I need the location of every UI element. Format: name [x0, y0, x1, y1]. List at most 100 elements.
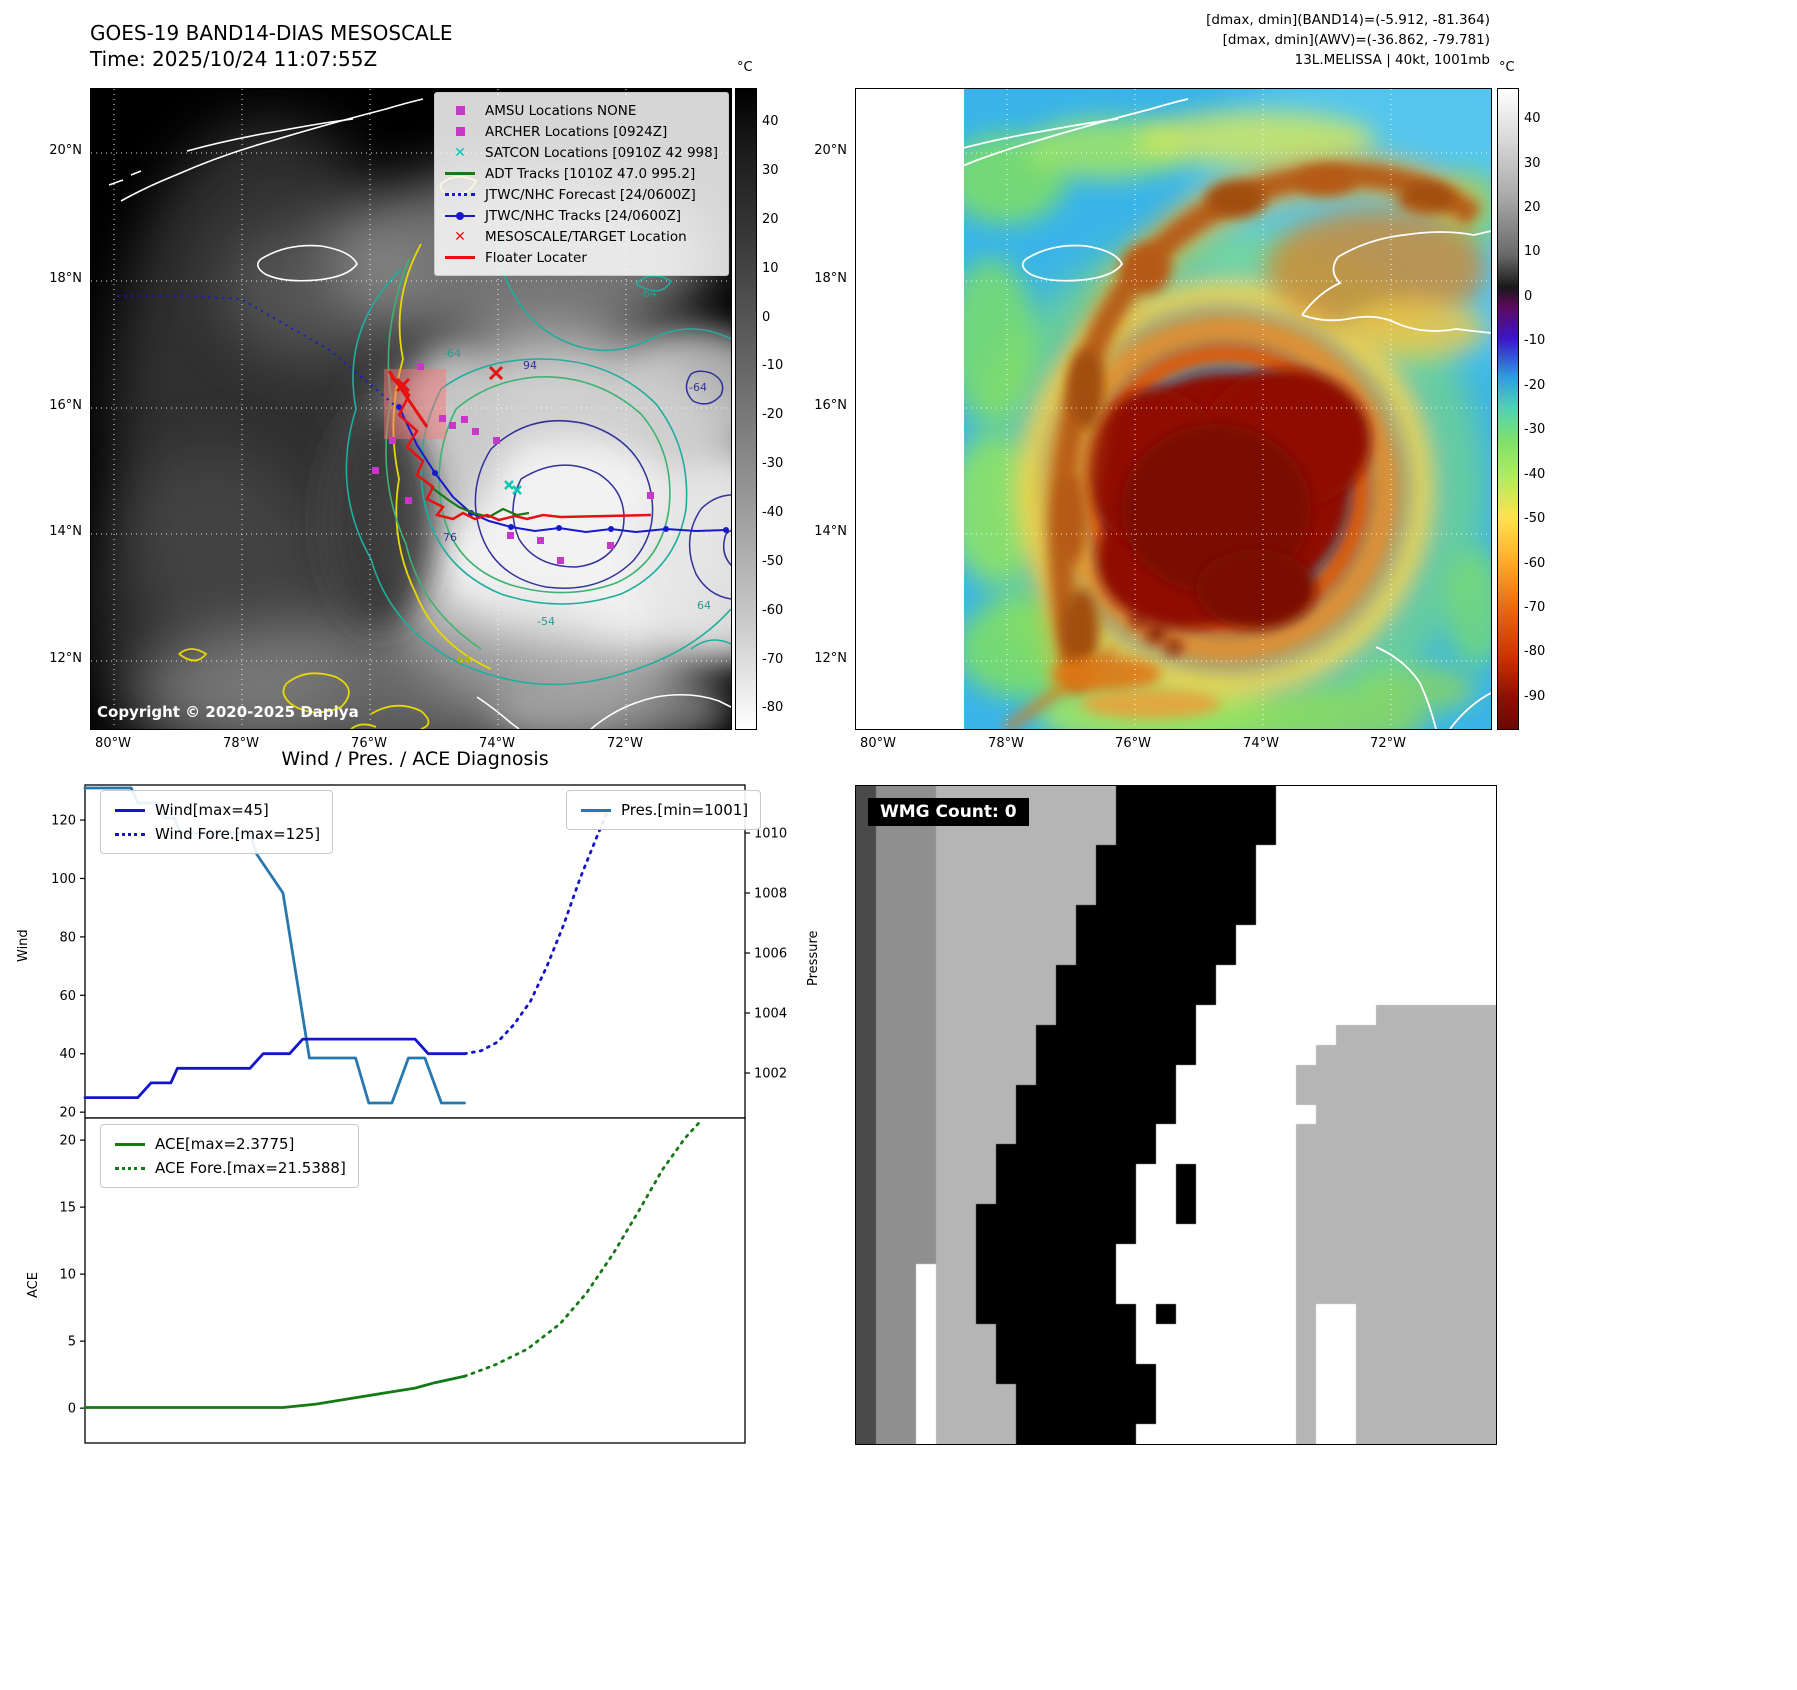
- map-legend-row: AMSU Locations NONE: [443, 100, 718, 121]
- map-legend-marker: [443, 256, 477, 259]
- dotted-line-marker-icon: [445, 193, 475, 196]
- coastlines: [885, 98, 1491, 729]
- series-wind-max-45-: [83, 1037, 466, 1100]
- wind-tick-label: 20: [59, 1106, 76, 1121]
- ace-tick-label: 5: [68, 1335, 76, 1350]
- pressure-tick-label: 1004: [754, 1007, 787, 1022]
- map-legend: AMSU Locations NONE ARCHER Locations [092…: [434, 92, 729, 276]
- right-lon-tick: 80°W: [860, 736, 896, 751]
- right-lon-tick: 74°W: [1243, 736, 1279, 751]
- left-lon-tick: 78°W: [223, 736, 259, 751]
- map-legend-label: Floater Locater: [485, 249, 587, 266]
- pressure-legend: Pres.[min=1001]: [566, 790, 762, 830]
- awv-dmax-dmin: [dmax, dmin](AWV)=(-36.862, -79.781): [1222, 32, 1490, 48]
- jtwc-track: [396, 404, 729, 534]
- right-lat-tick: 18°N: [814, 271, 847, 286]
- band14-colorbar: [735, 88, 757, 730]
- awv-colorbar-tick: 20: [1524, 200, 1541, 215]
- left-map-subtitle: Time: 2025/10/24 11:07:55Z: [90, 47, 378, 71]
- band14-colorbar-tick: -30: [762, 456, 784, 472]
- awv-map: [855, 88, 1492, 730]
- series-ace-fore-max-21-5388-: [463, 1118, 704, 1378]
- right-map-header: [dmax, dmin](BAND14)=(-5.912, -81.364) […: [1206, 10, 1490, 70]
- awv-colorbar-tick: 40: [1524, 111, 1541, 127]
- contour-value-label: -64: [443, 347, 461, 360]
- map-legend-marker: [443, 106, 477, 115]
- awv-colorbar-tick: 30: [1524, 155, 1541, 171]
- awv-colorbar-tick: -80: [1524, 644, 1546, 660]
- x-marker-icon: ✕: [454, 144, 466, 161]
- floater-track: [387, 370, 652, 522]
- awv-colorbar-tick: 0: [1524, 288, 1533, 304]
- map-legend-row: ADT Tracks [1010Z 47.0 995.2]: [443, 163, 718, 184]
- contour-value-label: -54: [537, 615, 555, 628]
- ace-axis-label: ACE: [26, 1272, 41, 1298]
- series-ace-max-2-3775-: [83, 1374, 466, 1409]
- right-lat-tick: 20°N: [814, 143, 847, 158]
- right-lat-tick: 14°N: [814, 524, 847, 539]
- archer-squares: [372, 363, 654, 564]
- contours-teal: [345, 228, 731, 686]
- adt-track: [430, 486, 530, 519]
- band14-dmax-dmin: [dmax, dmin](BAND14)=(-5.912, -81.364): [1206, 12, 1490, 28]
- map-legend-row: JTWC/NHC Tracks [24/0600Z]: [443, 205, 718, 226]
- square-marker-icon: [455, 106, 465, 115]
- band14-colorbar-tick: 30: [762, 163, 779, 179]
- chart-legend-row: ACE Fore.[max=21.5388]: [113, 1156, 346, 1180]
- contour-labels: -64 -64 -64 94 76 -54 64 64: [443, 287, 711, 666]
- wmg-grid-image: [856, 786, 1496, 1444]
- ace-tick-label: 15: [59, 1201, 76, 1216]
- right-lon-tick: 76°W: [1115, 736, 1151, 751]
- right-lat-tick: 16°N: [814, 398, 847, 413]
- awv-colorbar-tick: -50: [1524, 511, 1546, 527]
- awv-colorbar-tick: 10: [1524, 244, 1541, 260]
- awv-colorbar-tick: -20: [1524, 377, 1546, 393]
- awv-colorbar-tick: -60: [1524, 555, 1546, 571]
- chart-legend-label: ACE Fore.[max=21.5388]: [155, 1159, 346, 1177]
- wind-tick-label: 40: [59, 1047, 76, 1062]
- wind-tick-label: 60: [59, 989, 76, 1004]
- coastlines: [108, 98, 731, 729]
- chart-legend-marker: [113, 832, 147, 836]
- right-lat-tick: 12°N: [814, 651, 847, 666]
- map-legend-label: ADT Tracks [1010Z 47.0 995.2]: [485, 165, 696, 182]
- chart-legend-marker: [113, 1166, 147, 1170]
- band14-colorbar-tick: -40: [762, 505, 784, 521]
- square-marker-icon: [455, 127, 465, 136]
- awv-colorbar: [1497, 88, 1519, 730]
- map-legend-label: JTWC/NHC Forecast [24/0600Z]: [485, 186, 696, 203]
- chart-legend-row: Wind Fore.[max=125]: [113, 822, 320, 846]
- map-legend-row: ✕ MESOSCALE/TARGET Location: [443, 226, 718, 247]
- dotted-line-marker-icon: [115, 1166, 145, 1170]
- band14-colorbar-tick: 10: [762, 260, 779, 276]
- water-vapor-field: [964, 89, 1491, 729]
- contour-value-label: -64: [639, 287, 657, 300]
- awv-colorbar-tick: -90: [1524, 688, 1546, 704]
- chart-legend-marker: [113, 808, 147, 812]
- diagnosis-charts: 20 40 60 80 100 120 1002 1004 1006 1008 1010 0 5 10 15…: [51, 784, 787, 1444]
- awv-colorbar-tick: -30: [1524, 422, 1546, 438]
- contour-value-label: 76: [443, 531, 457, 544]
- map-legend-label: SATCON Locations [0910Z 42 998]: [485, 144, 718, 161]
- map-legend-marker: [443, 172, 477, 175]
- ace-tick-label: 0: [68, 1402, 76, 1417]
- ace-tick-label: 10: [59, 1268, 76, 1283]
- band14-colorbar-tick: 0: [762, 309, 771, 325]
- right-lon-tick: 78°W: [988, 736, 1024, 751]
- awv-colorbar-unit: °C: [1499, 60, 1515, 75]
- line-dot-marker-icon: [445, 211, 475, 221]
- copyright-label: Copyright © 2020-2025 Dapiya: [97, 703, 359, 721]
- map-legend-marker: ✕: [443, 146, 477, 160]
- map-legend-marker: [443, 193, 477, 196]
- pressure-tick-label: 1006: [754, 947, 787, 962]
- line-marker-icon: [115, 808, 145, 812]
- left-map-title: GOES-19 BAND14-DIAS MESOSCALE: [90, 21, 453, 45]
- pressure-tick-label: 1002: [754, 1067, 787, 1082]
- contour-value-label: -64: [689, 381, 707, 394]
- contour-value-label: 94: [523, 359, 537, 372]
- line-marker-icon: [581, 808, 611, 812]
- chart-legend-label: Pres.[min=1001]: [621, 801, 749, 819]
- map-legend-marker: [443, 127, 477, 136]
- map-legend-label: ARCHER Locations [0924Z]: [485, 123, 668, 140]
- wind-axis-label: Wind: [16, 929, 31, 962]
